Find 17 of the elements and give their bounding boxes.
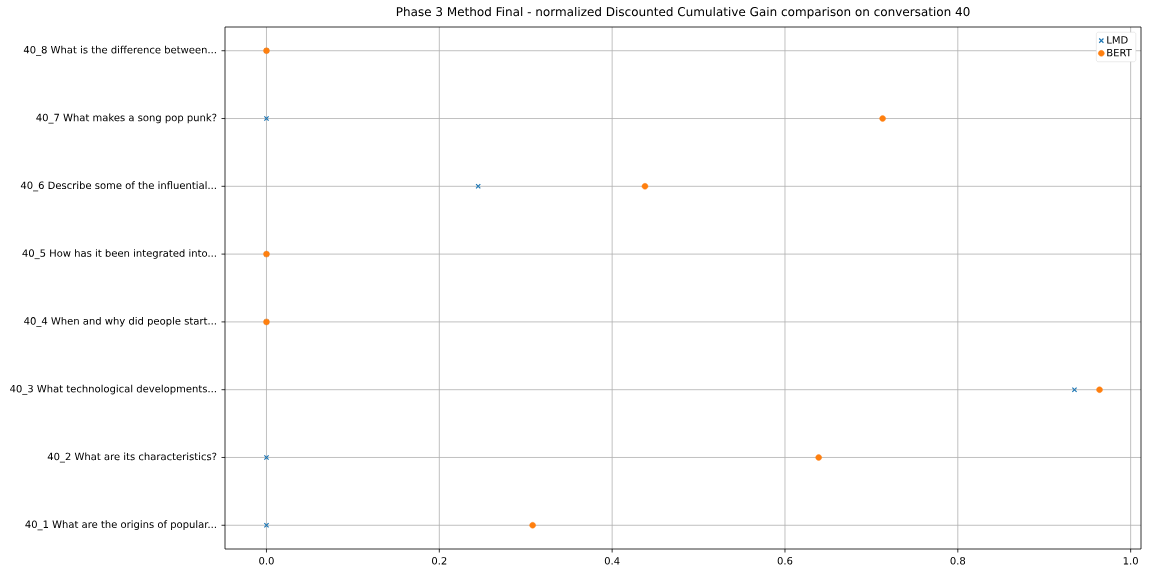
y-tick-label: 40_2 What are its characteristics? [47,452,217,463]
y-tick-label: 40_3 What technological developments... [10,384,216,395]
y-tick-label: 40_6 Describe some of the influential... [20,181,216,192]
x-tick-label: 1.0 [1123,557,1138,565]
y-tick-label: 40_1 What are the origins of popular... [25,520,216,531]
y-tick-label: 40_4 When and why did people start... [24,316,216,327]
y-tick-label: 40_5 How has it been integrated into... [22,249,216,260]
x-tick-label: 0.6 [777,557,793,565]
x-tick-label: 0.0 [259,557,274,565]
chart-title: Phase 3 Method Final - normalized Discounted Cumulative Gain comparison on conversation 40 [396,6,970,19]
x-tick-label: 0.8 [950,557,966,565]
legend-label: BERT [1107,48,1132,57]
x-tick-label: 0.4 [604,557,620,565]
y-tick-label: 40_7 What makes a song pop punk? [36,113,217,124]
x-tick-label: 0.2 [432,557,447,565]
y-tick-label: 40_8 What is the difference between... [23,45,216,56]
legend-label: LMD [1107,36,1128,44]
